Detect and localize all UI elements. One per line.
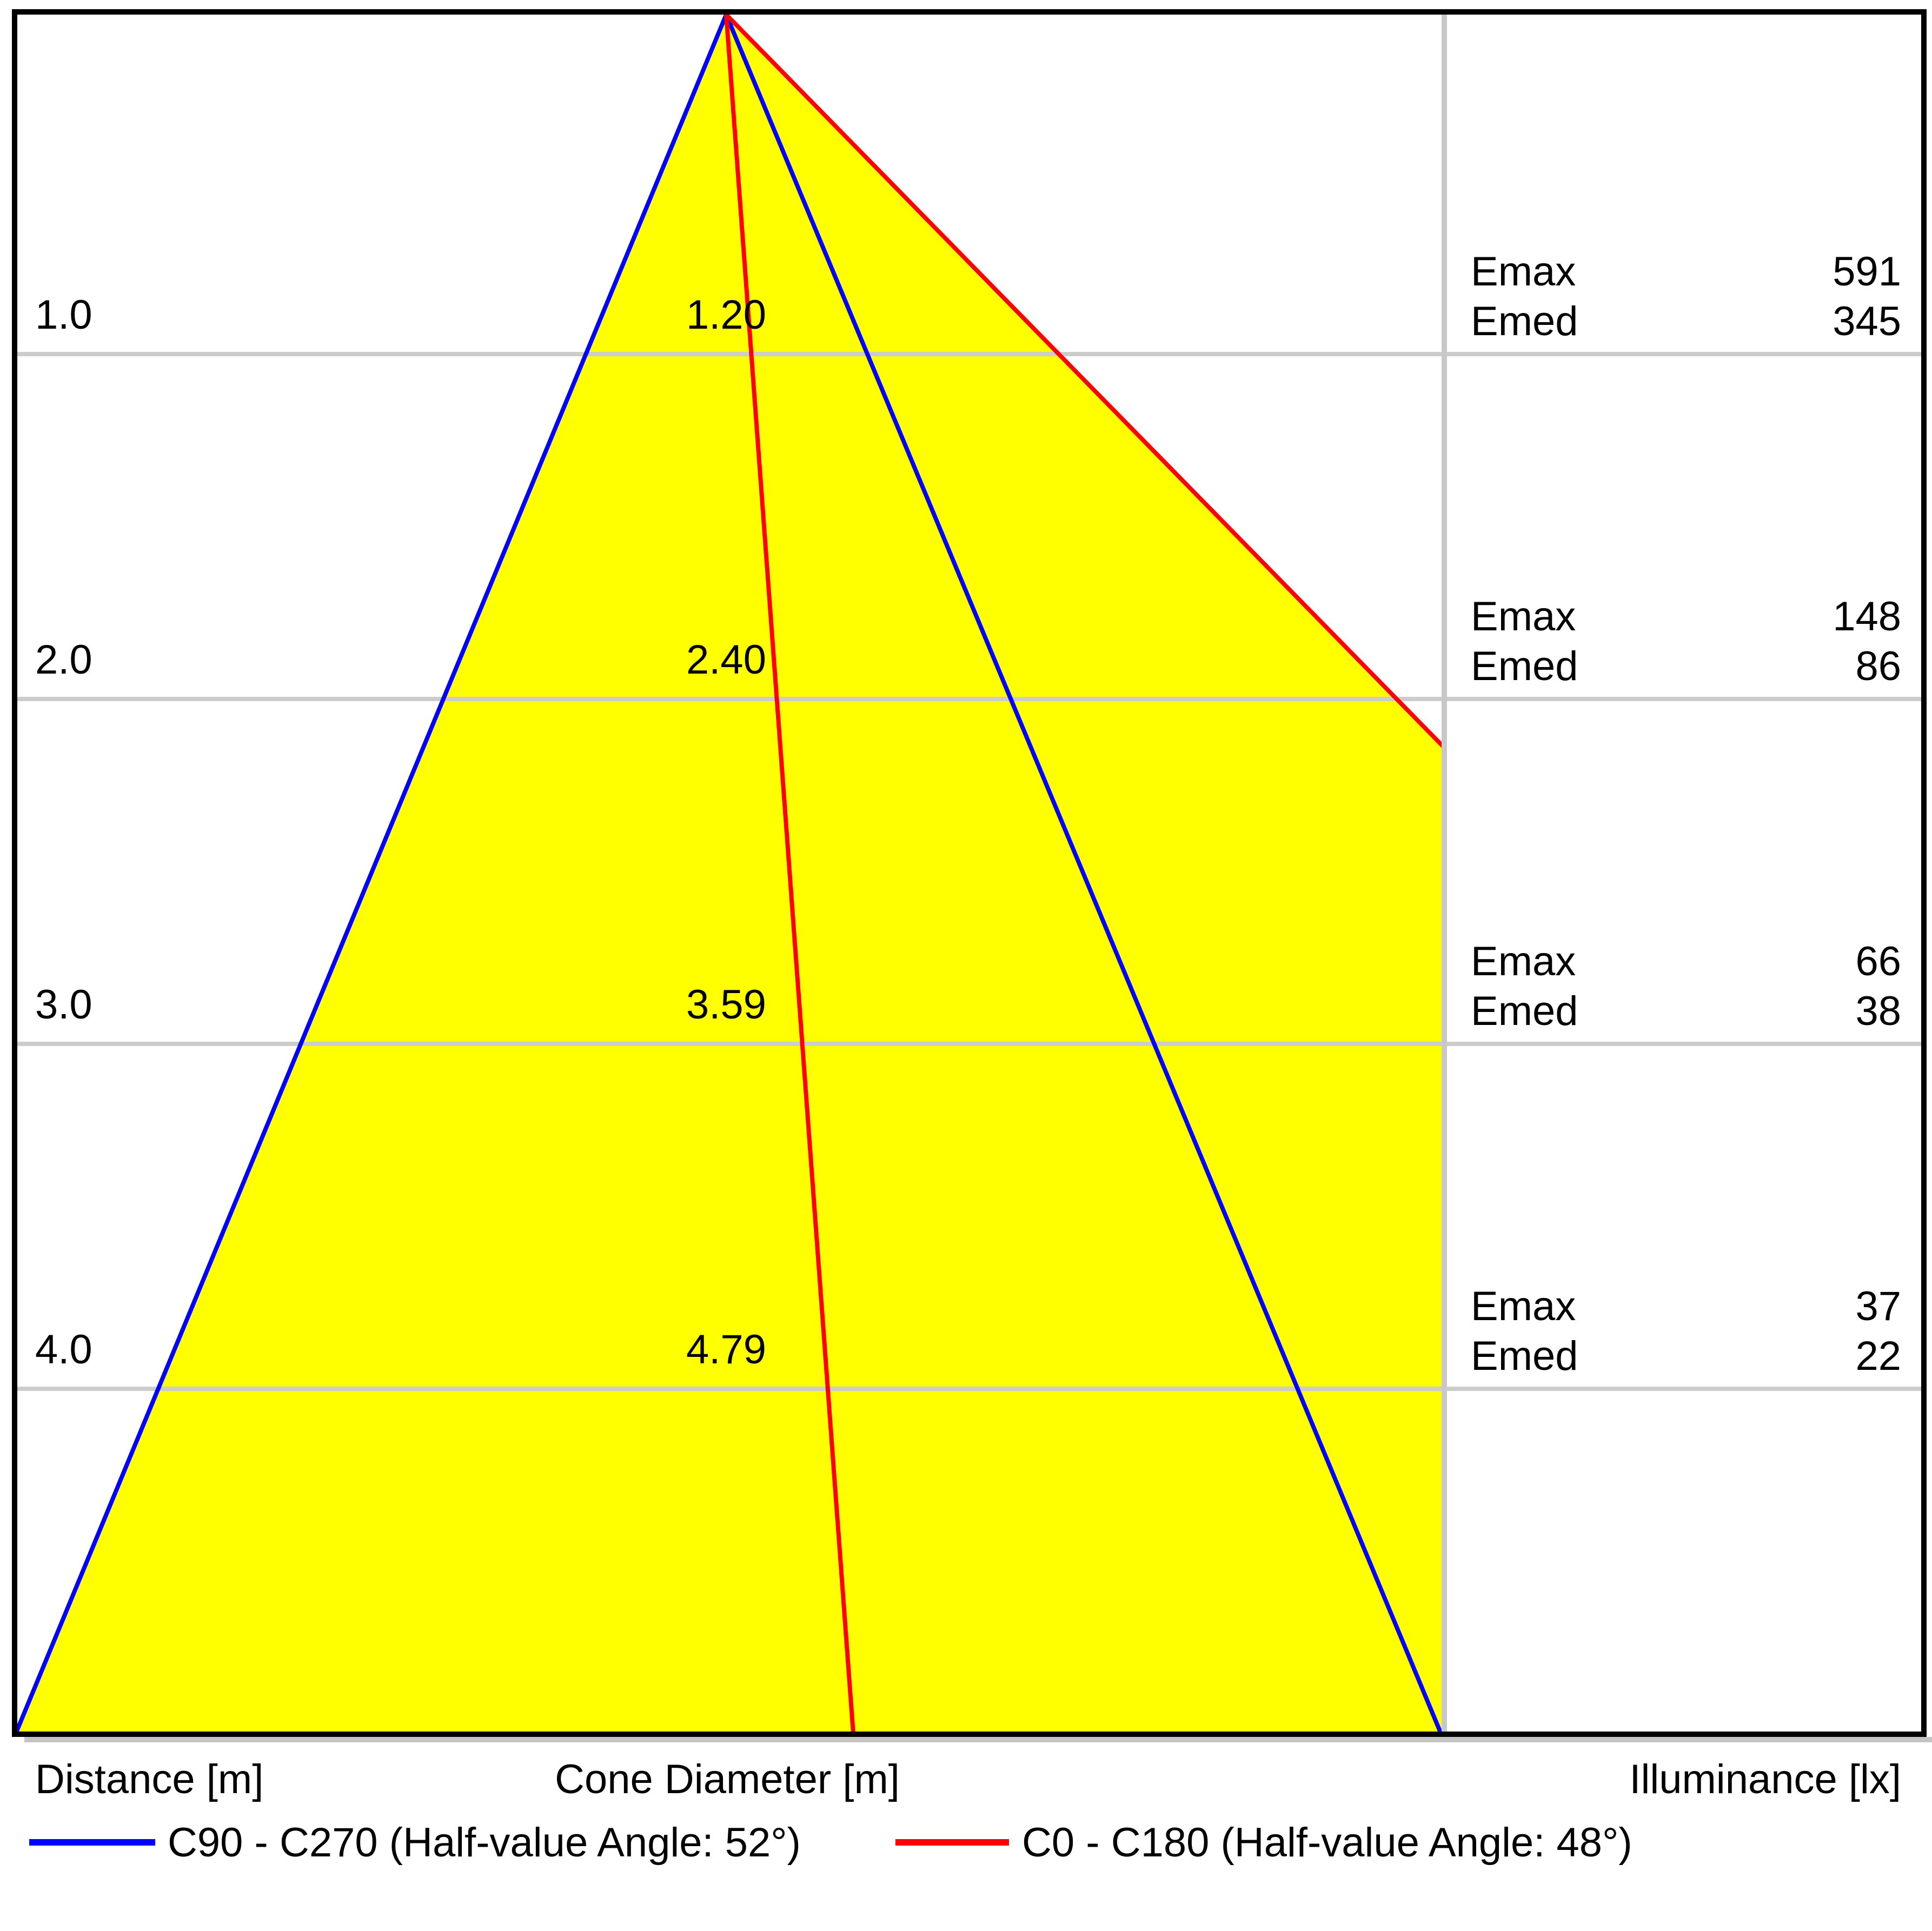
gridline-4m (17, 1387, 1921, 1391)
gridline-1m (17, 352, 1921, 356)
emed-value: 22 (1855, 1333, 1901, 1379)
cone-diameter-axis-label: Cone Diameter [m] (555, 1756, 900, 1802)
emax-label: Emax (1471, 594, 1576, 640)
legend-line-c90 (29, 1839, 155, 1846)
distance-axis-label: Distance [m] (35, 1756, 264, 1802)
emed-row: Emed 86 (1471, 642, 1901, 691)
cone-fill (16, 15, 1443, 1732)
illuminance-panel-divider (1442, 15, 1447, 1732)
emed-label: Emed (1471, 1333, 1578, 1379)
legend-label-c90: C90 - C270 (Half-value Angle: 52°) (168, 1820, 801, 1866)
distance-tick-3m: 3.0 (35, 982, 92, 1028)
legend-label-c0: C0 - C180 (Half-value Angle: 48°) (1022, 1820, 1632, 1866)
chart-drop-shadow (24, 1737, 1932, 1742)
c90-beam-edge-right (724, 14, 1443, 1735)
distance-tick-2m: 2.0 (35, 637, 92, 683)
emed-value: 345 (1833, 298, 1901, 344)
emed-value: 86 (1855, 643, 1901, 689)
emed-value: 38 (1855, 988, 1901, 1034)
emed-label: Emed (1471, 988, 1578, 1034)
chart-border-bottom (12, 1732, 1927, 1737)
emax-value: 37 (1855, 1283, 1901, 1329)
legend-line-c0 (895, 1839, 1009, 1846)
distance-tick-4m: 4.0 (35, 1327, 92, 1373)
emax-label: Emax (1471, 249, 1576, 295)
emax-row: Emax 37 (1471, 1282, 1901, 1331)
c90-beam-edge-left (14, 14, 728, 1735)
emax-value: 66 (1855, 938, 1901, 984)
cone-diameter-value-4m: 4.79 (686, 1327, 766, 1373)
emed-label: Emed (1471, 643, 1578, 689)
emax-value: 148 (1833, 594, 1901, 640)
illuminance-axis-label: Illuminance [lx] (1629, 1756, 1901, 1802)
emax-value: 591 (1833, 249, 1901, 295)
chart-border-top (12, 9, 1927, 15)
illuminance-group-1m: Emax 591 Emed 345 (1471, 247, 1901, 347)
chart-border-right (1921, 9, 1927, 1737)
c0-beam-edge-left (724, 14, 855, 1734)
emax-row: Emax 66 (1471, 937, 1901, 987)
emax-row: Emax 591 (1471, 247, 1901, 297)
cone-diameter-value-1m: 1.20 (686, 292, 766, 338)
chart-border-left (12, 9, 17, 1737)
emed-row: Emed 38 (1471, 987, 1901, 1036)
emax-label: Emax (1471, 1283, 1576, 1329)
emed-row: Emed 22 (1471, 1331, 1901, 1381)
emed-label: Emed (1471, 298, 1578, 344)
emax-label: Emax (1471, 938, 1576, 984)
cone-diameter-value-3m: 3.59 (686, 982, 766, 1028)
cone-diameter-value-2m: 2.40 (686, 637, 766, 683)
legend-swatch-c0 (895, 1839, 1009, 1846)
gridline-2m (17, 697, 1921, 701)
illuminance-group-4m: Emax 37 Emed 22 (1471, 1282, 1901, 1381)
c0-beam-edge-right (725, 13, 1445, 748)
illuminance-group-2m: Emax 148 Emed 86 (1471, 592, 1901, 691)
emed-row: Emed 345 (1471, 297, 1901, 347)
emax-row: Emax 148 (1471, 592, 1901, 642)
illuminance-group-3m: Emax 66 Emed 38 (1471, 937, 1901, 1036)
legend-swatch-c90 (29, 1839, 155, 1846)
gridline-3m (17, 1042, 1921, 1046)
distance-tick-1m: 1.0 (35, 292, 92, 338)
